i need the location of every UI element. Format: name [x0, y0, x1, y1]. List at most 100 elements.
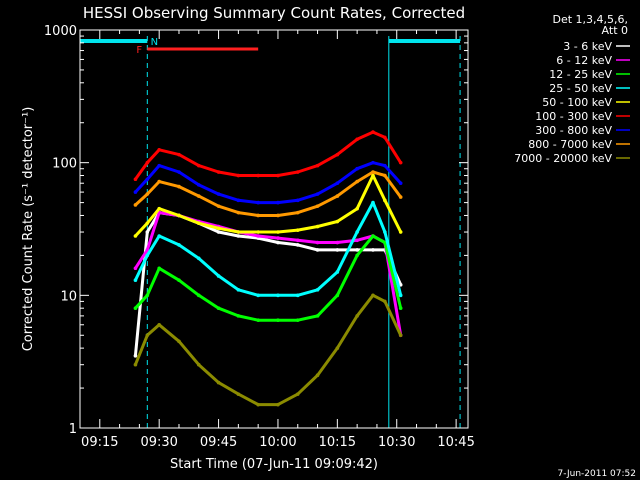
- series-line: [134, 293, 403, 407]
- series-point: [398, 333, 403, 338]
- series-point: [157, 206, 161, 211]
- series-point: [256, 402, 260, 407]
- series-point: [157, 148, 161, 152]
- series-point: [398, 230, 403, 234]
- y-tick-label: 1000: [44, 24, 77, 39]
- series-point: [383, 230, 387, 234]
- legend-label: 12 - 25 keV: [549, 68, 612, 81]
- series-point: [315, 192, 320, 196]
- series-point: [157, 266, 161, 271]
- series-point: [157, 234, 161, 238]
- series-point: [335, 248, 340, 252]
- series-point: [355, 179, 359, 184]
- series-point: [295, 170, 300, 174]
- series-point: [216, 306, 221, 310]
- x-tick-label: 09:15: [81, 435, 118, 450]
- x-tick-label: 09:30: [140, 435, 177, 450]
- series-point: [355, 230, 359, 234]
- series-point: [145, 177, 150, 182]
- series-point: [276, 236, 280, 240]
- series-point: [355, 238, 359, 243]
- series-group-item: [133, 293, 403, 407]
- series-point: [133, 362, 138, 367]
- series-point: [398, 293, 403, 298]
- series-point: [315, 373, 320, 378]
- x-tick-label: 10:00: [259, 435, 296, 450]
- chart-title: HESSI Observing Summary Count Rates, Cor…: [83, 4, 465, 22]
- series-point: [177, 170, 181, 174]
- series-point: [145, 293, 150, 298]
- plot-frame: [79, 29, 469, 429]
- series-point: [371, 160, 375, 165]
- series-point: [295, 238, 300, 243]
- series-point: [371, 293, 375, 298]
- legend-label: 800 - 7000 keV: [528, 138, 612, 151]
- series-point: [276, 240, 280, 245]
- series-point: [216, 230, 221, 234]
- series-group: [133, 130, 403, 407]
- x-tick-label: 10:45: [437, 435, 474, 450]
- series-point: [355, 166, 359, 171]
- series-point: [256, 230, 260, 234]
- series-point: [276, 293, 280, 298]
- series-point: [371, 170, 375, 174]
- series-point: [315, 240, 320, 245]
- series-point: [295, 198, 300, 203]
- series-point: [216, 192, 221, 196]
- series-point: [276, 402, 280, 407]
- series-point: [295, 392, 300, 396]
- series-point: [177, 278, 181, 283]
- series-point: [177, 152, 181, 157]
- series-point: [276, 173, 280, 178]
- series-point: [196, 183, 201, 187]
- series-point: [335, 152, 340, 157]
- series-group-item: [133, 130, 403, 182]
- series-point: [236, 392, 241, 396]
- series-point: [315, 248, 320, 252]
- series-line: [134, 174, 403, 238]
- series-point: [315, 163, 320, 168]
- y-axis-label: Corrected Count Rate (s⁻¹ detector⁻¹): [21, 107, 36, 352]
- series-point: [295, 210, 300, 215]
- legend-label: 7000 - 20000 keV: [514, 152, 612, 165]
- series-point: [216, 226, 221, 231]
- legend-label: 25 - 50 keV: [549, 82, 612, 95]
- series-point: [236, 288, 241, 292]
- series-point: [315, 204, 320, 208]
- series-point: [335, 240, 340, 245]
- series-point: [315, 224, 320, 229]
- series-point: [276, 230, 280, 234]
- series-point: [196, 256, 201, 261]
- series-point: [335, 181, 340, 186]
- series-point: [335, 194, 340, 198]
- legend-label: 100 - 300 keV: [535, 110, 612, 123]
- series-point: [355, 206, 359, 211]
- series-point: [196, 194, 201, 198]
- series-point: [315, 288, 320, 292]
- series-point: [398, 306, 403, 310]
- x-axis-label: Start Time (07-Jun-11 09:09:42): [170, 457, 378, 472]
- series-point: [383, 135, 387, 140]
- series-point: [157, 322, 161, 327]
- y-tick-label: 10: [60, 289, 77, 304]
- series-point: [196, 163, 201, 168]
- series-point: [145, 221, 150, 225]
- series-point: [295, 318, 300, 322]
- series-point: [177, 213, 181, 218]
- series-point: [196, 362, 201, 367]
- flag-label: F: [136, 45, 142, 56]
- y-axis: 1 10 100 1000: [44, 24, 468, 437]
- series-point: [157, 179, 161, 184]
- legend-header: Det 1,3,4,5,6,: [552, 13, 628, 26]
- series-line: [134, 201, 403, 297]
- series-point: [216, 204, 221, 208]
- series-point: [398, 160, 403, 165]
- series-group-item: [133, 234, 403, 322]
- series-line: [134, 161, 402, 205]
- legend-label: 300 - 800 keV: [535, 124, 612, 137]
- series-point: [236, 173, 241, 178]
- series-line: [134, 170, 402, 217]
